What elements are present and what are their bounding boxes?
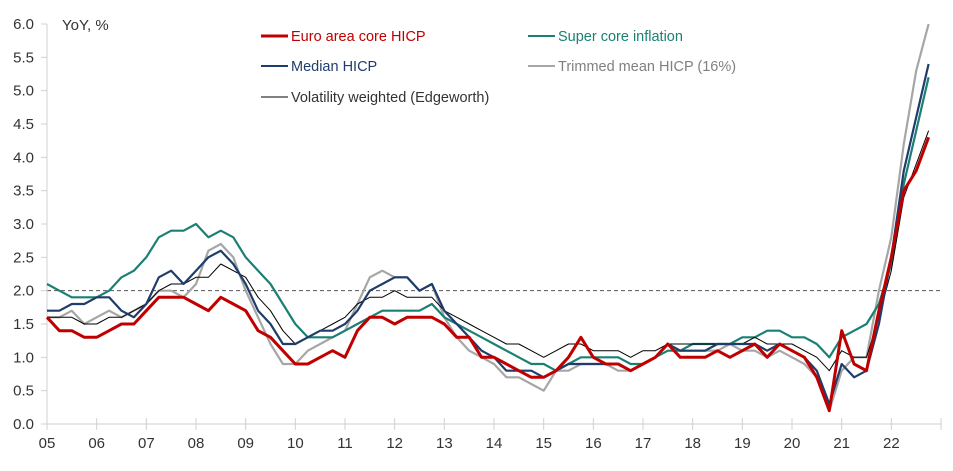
x-tick-label: 11 [337, 435, 353, 452]
y-axis-label: YoY, % [62, 17, 109, 34]
y-tick-label: 2.5 [13, 249, 34, 266]
y-tick-label: 2.0 [13, 283, 34, 300]
x-tick-label: 08 [188, 435, 205, 452]
legend-label-trimmed-mean-hicp-16: Trimmed mean HICP (16%) [558, 59, 736, 75]
legend-label-super-core-inflation: Super core inflation [558, 29, 683, 45]
x-tick-label: 10 [287, 435, 304, 452]
y-tick-label: 0.5 [13, 383, 34, 400]
x-tick-label: 20 [784, 435, 801, 452]
y-tick-label: 5.5 [13, 49, 34, 66]
series-line-euro-area-core-hicp [45, 136, 931, 413]
y-tick-label: 0.0 [13, 416, 34, 433]
x-tick-label: 19 [734, 435, 751, 452]
x-tick-label: 14 [486, 435, 503, 452]
legend-label-volatility-weighted-edgeworth: Volatility weighted (Edgeworth) [291, 90, 489, 106]
x-tick-label: 06 [88, 435, 105, 452]
x-tick-label: 12 [386, 435, 403, 452]
x-tick-label: 15 [535, 435, 552, 452]
y-tick-label: 5.0 [13, 83, 34, 100]
legend: Euro area core HICP Super core inflation M… [261, 29, 736, 106]
y-tick-label: 6.0 [13, 16, 34, 33]
series-line-trimmed-mean-hicp-16 [47, 23, 930, 412]
y-tick-label: 1.5 [13, 316, 34, 333]
series-line-volatility-weighted-edgeworth [47, 130, 930, 372]
series-line-super-core-inflation [46, 77, 930, 372]
x-tick-label: 16 [585, 435, 602, 452]
y-tick-label: 3.5 [13, 183, 34, 200]
series-lines [45, 23, 931, 413]
x-tick-label: 05 [39, 435, 56, 452]
y-tick-label: 4.5 [13, 116, 34, 133]
legend-label-median-hicp: Median HICP [291, 59, 377, 75]
x-tick-label: 18 [684, 435, 701, 452]
x-tick-label: 17 [635, 435, 652, 452]
x-tick-label: 21 [833, 435, 850, 452]
x-tick-label: 09 [237, 435, 254, 452]
x-tick-label: 22 [883, 435, 900, 452]
x-tick-label: 13 [436, 435, 453, 452]
y-tick-label: 4.0 [13, 149, 34, 166]
legend-label-euro-area-core-hicp: Euro area core HICP [291, 29, 426, 45]
x-tick-label: 07 [138, 435, 155, 452]
axes: 0.0 0.5 1.0 1.5 2.0 2.5 3.0 3.5 4.0 4.5 5.0 5.5 6.0 0… [13, 16, 942, 452]
y-tick-label: 3.0 [13, 216, 34, 233]
y-tick-label: 1.0 [13, 349, 34, 366]
